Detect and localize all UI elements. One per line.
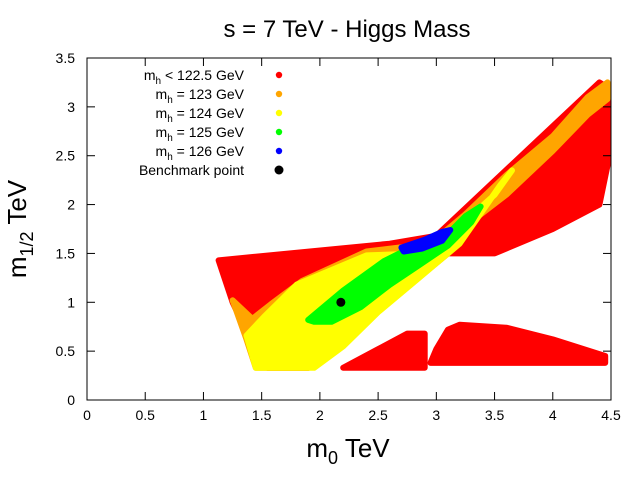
y-tick-label: 3	[67, 99, 75, 115]
chart-title: s = 7 TeV - Higgs Mass	[224, 16, 471, 43]
x-axis-title: m0 TeV	[306, 433, 390, 468]
series-4-region-0	[398, 227, 454, 255]
legend-label-3: mh = 125 GeV	[156, 124, 245, 144]
legend-marker-2	[275, 109, 283, 117]
series-0-region-1	[340, 330, 428, 371]
y-tick-label: 0	[67, 392, 75, 408]
x-tick-label: 2.5	[368, 407, 388, 423]
x-axis-title-main: m	[306, 433, 328, 463]
data-points	[336, 297, 346, 307]
legend-label-4: mh = 126 GeV	[156, 143, 245, 163]
series-3-region-0	[305, 203, 484, 325]
y-axis-ticks: 0 0.5 1 1.5 2 2.5 3 3.5	[56, 50, 611, 408]
x-tick-label: 1	[200, 407, 208, 423]
x-tick-label: 0.5	[135, 407, 155, 423]
legend-label-0: mh < 122.5 GeV	[144, 67, 245, 87]
y-tick-label: 2	[67, 197, 75, 213]
y-tick-label: 2.5	[56, 148, 76, 164]
x-axis-title-sub: 0	[328, 448, 338, 468]
x-axis-ticks: 0 0.5 1 1.5 2 2.5 3 3.5 4 4.5	[83, 58, 621, 423]
x-tick-label: 3	[432, 407, 440, 423]
x-tick-label: 4	[549, 407, 557, 423]
y-tick-label: 3.5	[56, 50, 76, 66]
data-regions	[215, 79, 611, 371]
legend-marker-3	[275, 128, 283, 136]
x-tick-label: 0	[83, 407, 91, 423]
legend-marker-1	[275, 90, 283, 98]
legend-label-1: mh = 123 GeV	[156, 86, 245, 106]
series-0-region-2	[427, 321, 609, 366]
y-axis-title: m1/2 TeV	[2, 179, 37, 278]
y-tick-label: 1.5	[56, 245, 76, 261]
y-axis-title-main: m	[2, 256, 32, 278]
x-axis-title-unit: TeV	[338, 433, 390, 463]
y-tick-label: 1	[67, 294, 75, 310]
x-tick-label: 1.5	[252, 407, 272, 423]
x-tick-label: 4.5	[601, 407, 621, 423]
x-tick-label: 3.5	[485, 407, 505, 423]
legend-label-5: Benchmark point	[139, 162, 244, 178]
benchmark-point-0	[336, 297, 346, 307]
legend-label-2: mh = 124 GeV	[156, 105, 245, 125]
y-tick-label: 0.5	[56, 343, 76, 359]
x-tick-label: 2	[316, 407, 324, 423]
legend-marker-5	[274, 165, 284, 175]
y-axis-title-sub: 1/2	[17, 231, 37, 256]
legend-marker-0	[275, 71, 283, 79]
plot-frame	[86, 57, 612, 401]
y-axis-title-unit: TeV	[2, 179, 32, 231]
legend-marker-4	[275, 147, 283, 155]
